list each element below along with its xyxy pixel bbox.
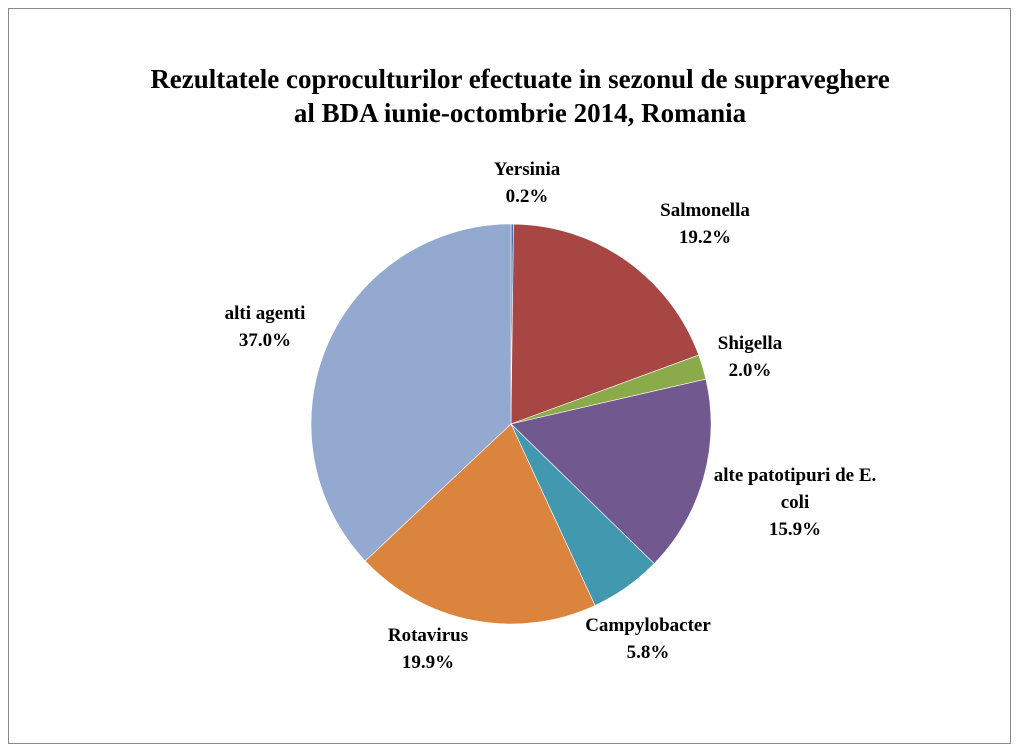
slice-value: 0.2% [505, 186, 549, 207]
slice-value: 2.0% [728, 360, 772, 381]
slice-name: alte patotipuri de E. coli [713, 465, 877, 513]
slice-label: alti agenti 37.0% [195, 300, 335, 354]
slice-name: Shigella [717, 333, 783, 354]
pie-slice [364, 423, 596, 625]
chart-frame [8, 8, 1011, 744]
slice-value: 19.2% [678, 227, 732, 248]
slice-value: 5.8% [626, 642, 670, 663]
slice-name: Campylobacter [585, 615, 711, 636]
slice-label: alte patotipuri de E. coli 15.9% [705, 462, 885, 543]
slice-label: Yersinia 0.2% [487, 156, 567, 210]
pie-slice [510, 223, 700, 425]
pie-slice [510, 378, 712, 565]
slice-name: Yersinia [493, 159, 561, 180]
slice-name: Rotavirus [387, 625, 469, 646]
slice-label: Campylobacter 5.8% [563, 612, 733, 666]
slice-value: 19.9% [401, 652, 455, 673]
chart-title: Rezultatele coproculturilor efectuate in… [150, 64, 890, 128]
slice-name: Salmonella [660, 200, 750, 221]
slice-label: Salmonella 19.2% [645, 197, 765, 251]
slice-label: Rotavirus 19.9% [368, 622, 488, 676]
slice-value: 37.0% [238, 330, 292, 351]
pie-slice [310, 223, 512, 562]
slice-name: alti agenti [224, 303, 306, 324]
slice-value: 15.9% [768, 519, 822, 540]
slice-label: Shigella 2.0% [705, 330, 795, 384]
